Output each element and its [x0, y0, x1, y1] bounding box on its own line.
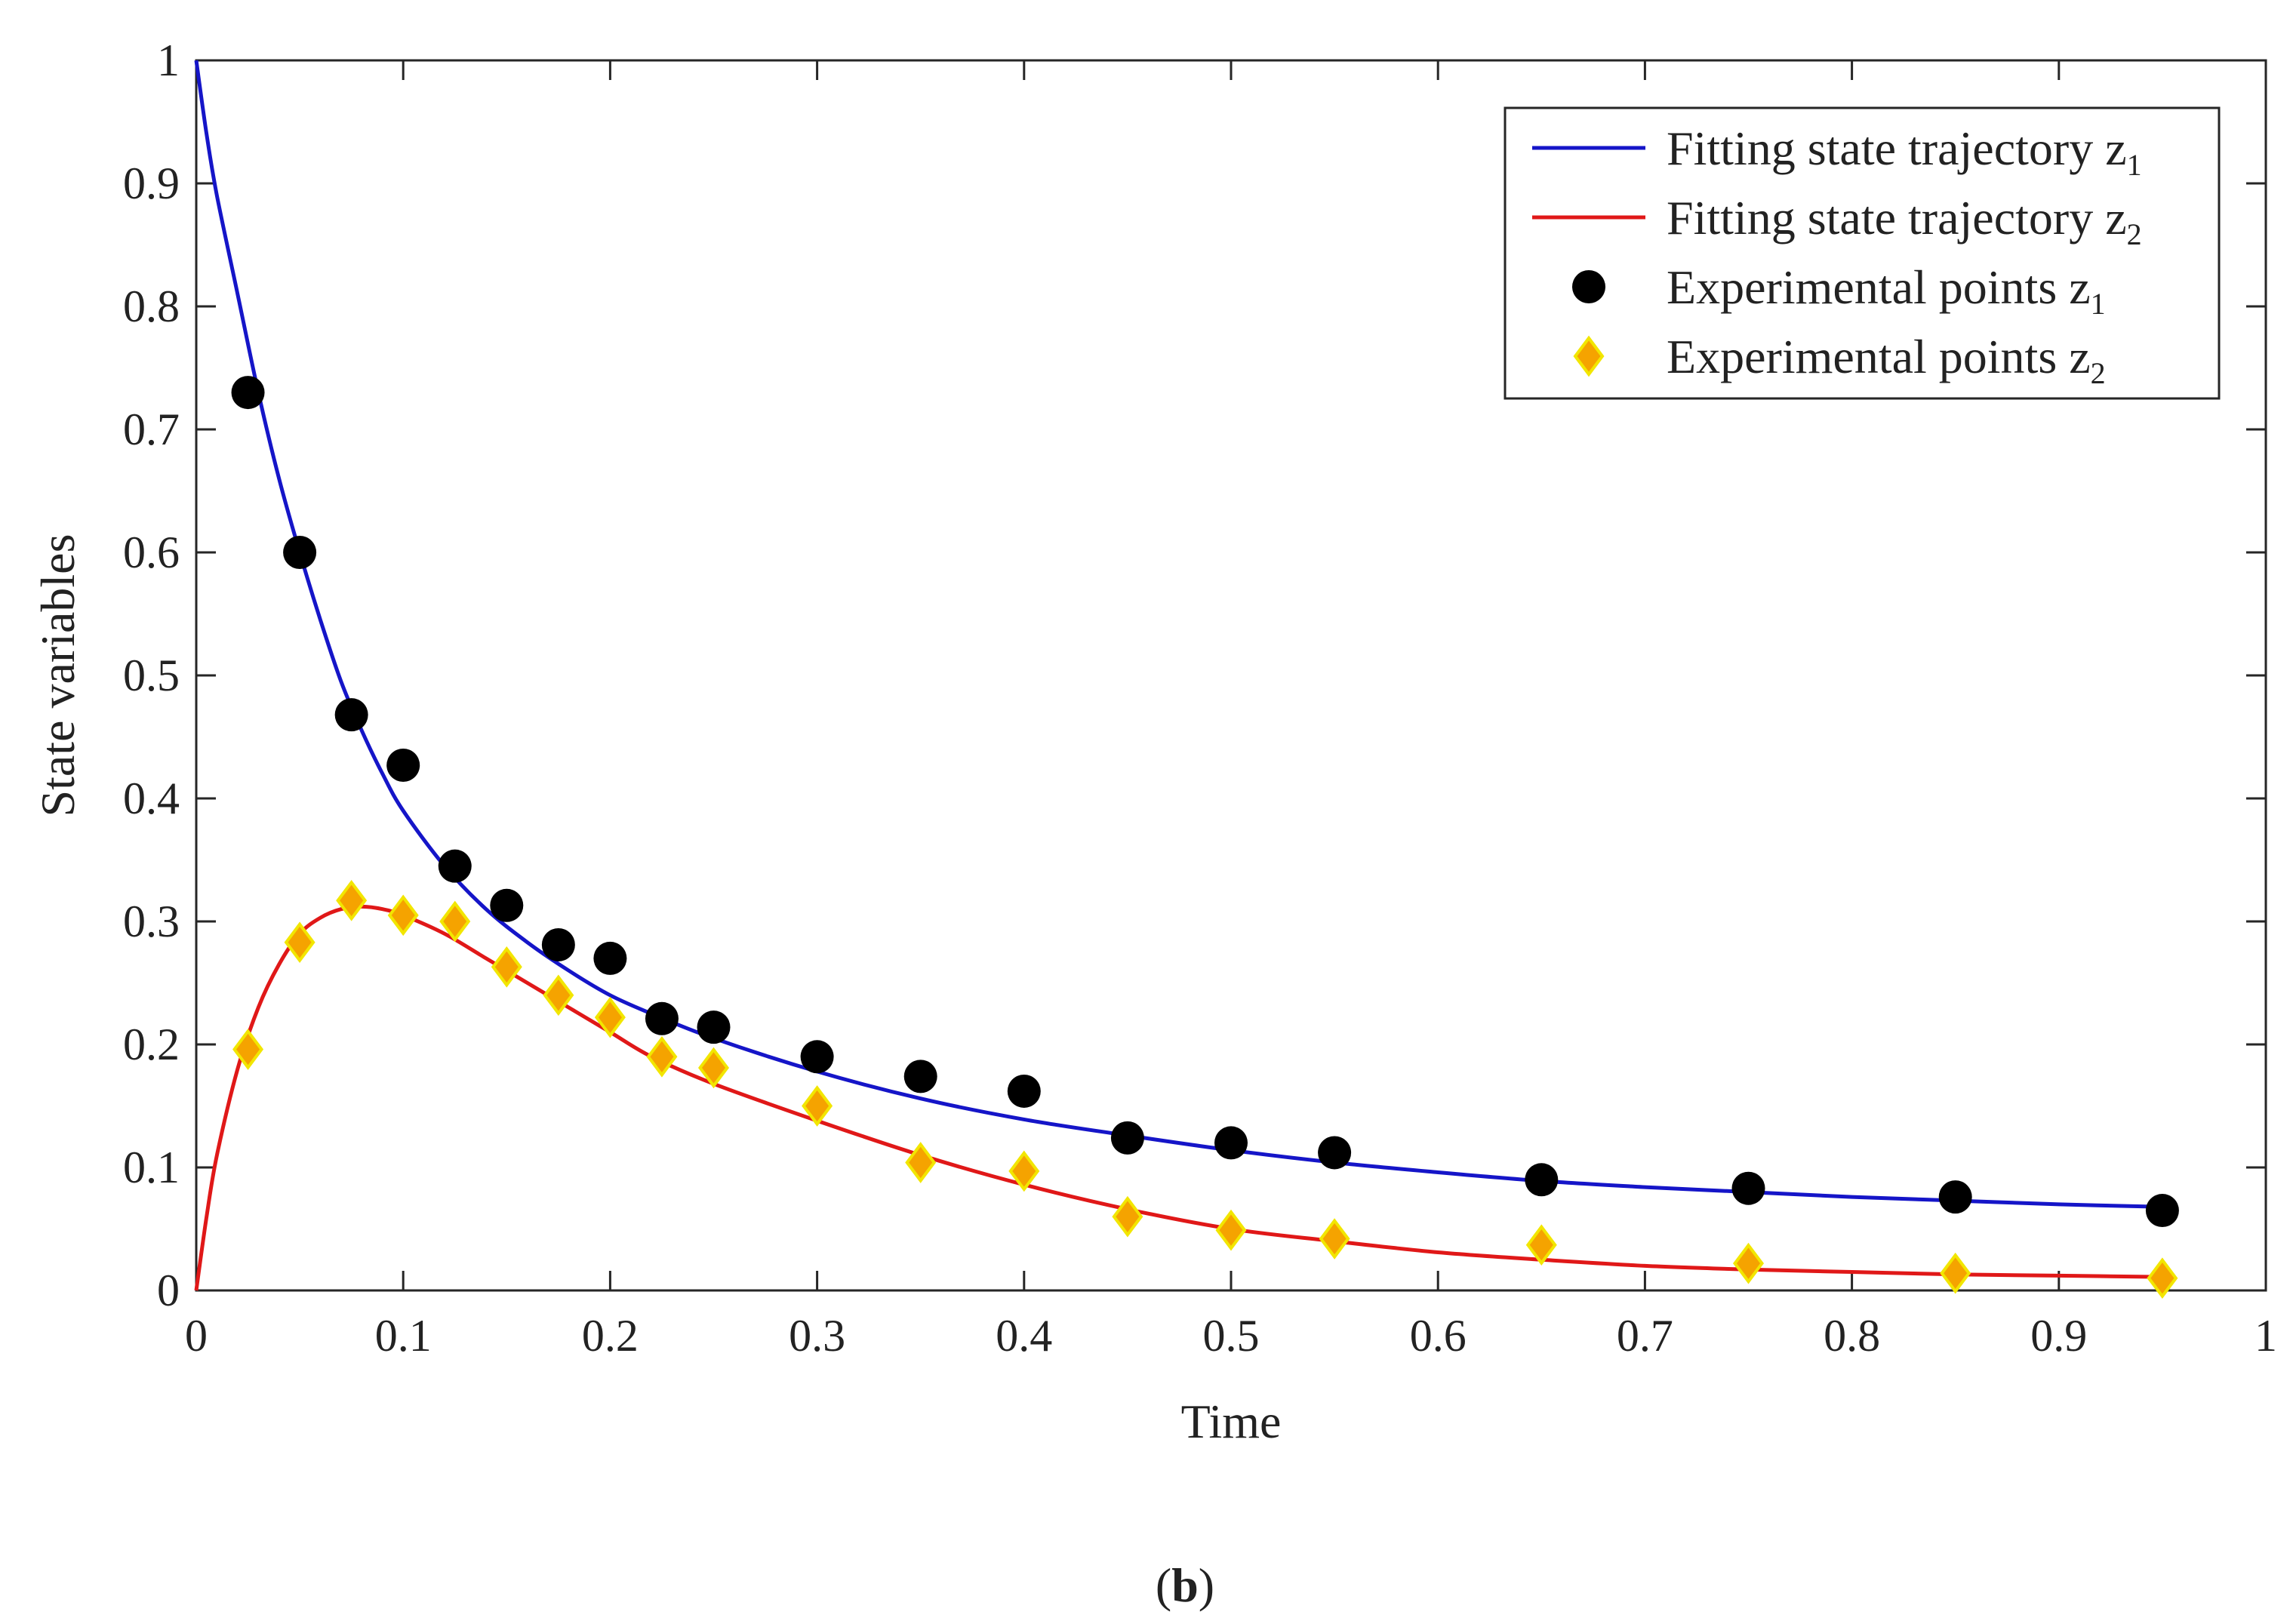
- y-tick-label: 0.5: [123, 651, 180, 700]
- diamond-point-z2: [1112, 1195, 1143, 1238]
- legend-label: Fitting state trajectory z1: [1667, 121, 2142, 182]
- diamond-point-z2: [646, 1035, 678, 1078]
- diamond-point-z2: [1319, 1218, 1350, 1260]
- point-z1: [231, 376, 265, 410]
- point-z1: [334, 698, 368, 732]
- point-z1: [1938, 1180, 1972, 1214]
- x-tick-label: 0.7: [1617, 1311, 1673, 1361]
- diamond-point-z2: [1940, 1252, 1971, 1294]
- x-tick-label: 1: [2255, 1311, 2277, 1361]
- y-tick-label: 1: [157, 35, 180, 85]
- legend-box: [1504, 106, 2221, 400]
- point-z1: [1318, 1136, 1352, 1170]
- legend-entry-3: Experimental points z1: [1572, 260, 2106, 321]
- legend-diamond-swatch: [1573, 335, 1605, 377]
- diamond-point-z2: [439, 900, 471, 943]
- legend-label: Fitting state trajectory z2: [1667, 191, 2142, 251]
- legend-label-subscript: 1: [2127, 148, 2142, 182]
- series-markers: [231, 376, 2179, 1300]
- x-tick-label: 0.9: [2030, 1311, 2087, 1361]
- legend-label-text: Fitting state trajectory z: [1667, 121, 2127, 175]
- point-z1: [283, 536, 317, 569]
- caption-letter: b: [1171, 1558, 1199, 1612]
- legend-label-text: Experimental points z: [1667, 260, 2091, 314]
- y-tick-label: 0.1: [123, 1143, 180, 1192]
- legend-label-subscript: 1: [2091, 287, 2106, 321]
- diamond-point-z2: [2147, 1257, 2178, 1300]
- diamond-point-z2: [1008, 1150, 1040, 1192]
- point-z1: [2145, 1194, 2179, 1228]
- y-tick-label: 0.6: [123, 527, 180, 577]
- y-tick-labels: 0 0.1 0.2 0.3 0.4 0.5 0.6 0.7 0.8 0.9 1: [123, 35, 180, 1315]
- legend-label: Experimental points z1: [1667, 260, 2106, 321]
- diamond-point-z2: [284, 921, 315, 964]
- diamond-point-z2: [232, 1029, 264, 1070]
- x-tick-label: 0.5: [1203, 1311, 1260, 1361]
- diamond-point-z2: [1215, 1209, 1247, 1251]
- legend-circle-swatch: [1572, 270, 1605, 303]
- y-axis-label: State variables: [31, 534, 85, 817]
- legend-entry-1: Fitting state trajectory z1: [1532, 121, 2142, 182]
- legend-label-text: Fitting state trajectory z: [1667, 191, 2127, 245]
- x-tick-label: 0: [185, 1311, 208, 1361]
- diamond-point-z2: [1525, 1224, 1557, 1266]
- point-z1: [645, 1001, 679, 1035]
- point-z1: [1214, 1126, 1248, 1160]
- y-tick-label: 0.8: [123, 281, 180, 331]
- diamond-point-z2: [1733, 1242, 1764, 1284]
- x-tick-label: 0.2: [582, 1311, 639, 1361]
- x-tick-label: 0.3: [789, 1311, 845, 1361]
- legend-label-text: Experimental points z: [1667, 330, 2091, 383]
- legend-label-subscript: 2: [2091, 356, 2106, 390]
- axis-ticks: [195, 59, 2267, 1292]
- point-z1: [386, 748, 420, 782]
- caption-open: (: [1156, 1558, 1171, 1612]
- point-z1: [1525, 1163, 1559, 1197]
- diamond-point-z2: [802, 1085, 833, 1127]
- x-axis-label: Time: [1181, 1395, 1282, 1448]
- x-tick-label: 0.1: [375, 1311, 432, 1361]
- diamond-point-z2: [594, 996, 626, 1038]
- diamond-point-z2: [336, 879, 368, 921]
- x-tick-labels: 0 0.1 0.2 0.3 0.4 0.5 0.6 0.7 0.8 0.9 1: [185, 1311, 2277, 1361]
- figure-caption: (b): [1156, 1558, 1214, 1612]
- y-tick-label: 0.3: [123, 897, 180, 946]
- y-tick-label: 0.2: [123, 1020, 180, 1069]
- point-z1: [1007, 1074, 1041, 1108]
- diamond-point-z2: [387, 894, 419, 937]
- point-z1: [490, 888, 524, 922]
- point-z1: [903, 1060, 937, 1093]
- x-tick-label: 0.4: [996, 1311, 1052, 1361]
- point-z1: [593, 941, 627, 975]
- legend-label: Experimental points z2: [1667, 330, 2106, 390]
- point-z1: [438, 849, 472, 883]
- y-tick-label: 0: [157, 1266, 180, 1315]
- point-z1: [800, 1040, 834, 1074]
- point-z1: [1731, 1171, 1765, 1205]
- x-tick-label: 0.6: [1410, 1311, 1467, 1361]
- legend-label-subscript: 2: [2127, 217, 2142, 251]
- y-tick-label: 0.7: [123, 404, 180, 454]
- y-tick-label: 0.9: [123, 158, 180, 208]
- diamond-point-z2: [491, 946, 522, 988]
- x-tick-label: 0.8: [1824, 1311, 1880, 1361]
- y-tick-label: 0.4: [123, 774, 180, 823]
- caption-close: ): [1199, 1558, 1214, 1612]
- legend-entry-4: Experimental points z2: [1573, 330, 2106, 390]
- diamond-point-z2: [543, 974, 574, 1017]
- point-z1: [541, 927, 575, 961]
- diamond-point-z2: [698, 1047, 729, 1089]
- point-z1: [1110, 1121, 1144, 1155]
- point-z1: [697, 1010, 731, 1044]
- legend-entry-2: Fitting state trajectory z2: [1532, 191, 2142, 251]
- diamond-point-z2: [905, 1142, 937, 1183]
